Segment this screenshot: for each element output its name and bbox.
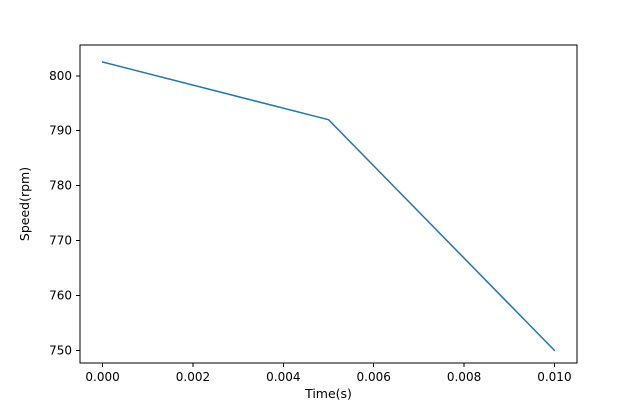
x-tick-label: 0.000 [85,370,119,384]
x-tick-label: 0.002 [176,370,210,384]
x-axis-label: Time(s) [304,386,352,401]
speed-line [101,61,556,352]
plot-area [79,44,578,364]
y-tick-label: 800 [49,69,72,83]
y-tick-label: 750 [49,343,72,357]
y-tick-label: 780 [49,179,72,193]
y-tick-label: 760 [49,288,72,302]
y-axis-ticks: 750 760 770 780 790 800 [49,69,80,357]
y-axis-label: Speed(rpm) [17,167,32,241]
y-tick-label: 790 [49,124,72,138]
y-tick-label: 770 [49,234,72,248]
x-axis-ticks: 0.000 0.002 0.004 0.006 0.008 0.010 [85,363,572,384]
x-tick-label: 0.010 [537,370,571,384]
x-tick-label: 0.006 [357,370,391,384]
x-tick-label: 0.004 [266,370,300,384]
series-lines [101,61,556,352]
x-tick-label: 0.008 [447,370,481,384]
